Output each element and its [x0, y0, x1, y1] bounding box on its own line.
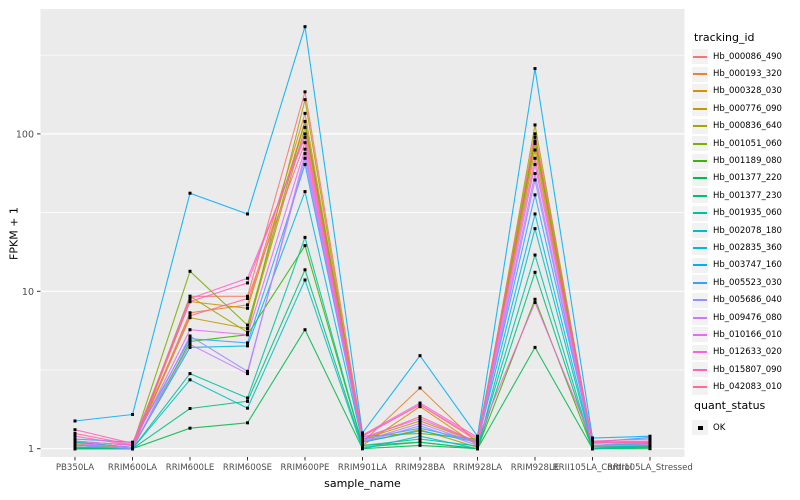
legend-item-Hb_010166_010: Hb_010166_010 [692, 326, 782, 343]
svg-text:RRIM600LE: RRIM600LE [166, 463, 215, 473]
legend-item-label: Hb_002835_360 [713, 242, 782, 253]
legend-key-line-icon [692, 83, 708, 99]
legend-key-line-icon [692, 292, 708, 308]
legend-item-Hb_015807_090: Hb_015807_090 [692, 361, 782, 378]
svg-text:PB350LA: PB350LA [56, 463, 94, 473]
legend-item-label: Hb_000086_490 [713, 51, 782, 62]
svg-text:RRIM600LA: RRIM600LA [108, 463, 157, 473]
legend-item-label: Hb_000836_640 [713, 121, 782, 132]
legend-item-label: Hb_005523_030 [713, 277, 782, 288]
legend-item-Hb_000776_090: Hb_000776_090 [692, 100, 782, 117]
x-tick-labels: PB350LA RRIM600LA RRIM600LE RRIM600SE RRIM60… [56, 463, 693, 473]
legend-key-line-icon [692, 136, 708, 152]
y-tick-labels: 1 10 100 [16, 129, 34, 455]
svg-text:RRIM901LA: RRIM901LA [338, 463, 387, 473]
legend-item-Hb_005523_030: Hb_005523_030 [692, 274, 782, 291]
legend-item-quant-OK: OK [692, 419, 725, 436]
legend-key-line-icon [692, 362, 708, 378]
legend-item-label: Hb_042083_010 [713, 382, 782, 393]
legend-key-line-icon [692, 188, 708, 204]
legend-item-label: Hb_002078_180 [713, 225, 782, 236]
legend-key-line-icon [692, 257, 708, 273]
legend-key-line-icon [692, 153, 708, 169]
legend-item-label: Hb_000193_320 [713, 69, 782, 80]
legend-item-label: Hb_001189_080 [713, 156, 782, 167]
svg-text:100: 100 [16, 129, 34, 140]
legend-item-label: Hb_009476_080 [713, 312, 782, 323]
legend-title-tracking-id: tracking_id [694, 31, 755, 44]
legend-key-line-icon [692, 170, 708, 186]
legend-key-line-icon [692, 327, 708, 343]
legend-item-Hb_000086_490: Hb_000086_490 [692, 48, 782, 65]
legend-item-label: Hb_010166_010 [713, 329, 782, 340]
legend-item-Hb_000836_640: Hb_000836_640 [692, 118, 782, 135]
svg-text:RRIM600SE: RRIM600SE [223, 463, 272, 473]
legend-item-Hb_001189_080: Hb_001189_080 [692, 152, 782, 169]
legend-items-tracking-id: Hb_000086_490 Hb_000193_320 Hb_000328_030 H… [692, 48, 782, 396]
svg-text:10: 10 [22, 287, 34, 298]
legend-item-label: OK [713, 422, 726, 433]
legend-item-label: Hb_000776_090 [713, 103, 782, 114]
svg-text:RRIM600PE: RRIM600PE [281, 463, 330, 473]
legend-key-line-icon [692, 379, 708, 395]
legend-item-label: Hb_003747_160 [713, 260, 782, 271]
legend-item-Hb_001377_230: Hb_001377_230 [692, 187, 782, 204]
legend-item-Hb_002835_360: Hb_002835_360 [692, 239, 782, 256]
legend-key-line-icon [692, 101, 708, 117]
legend-key-square-icon [692, 420, 708, 436]
legend-key-line-icon [692, 310, 708, 326]
legend-item-Hb_002078_180: Hb_002078_180 [692, 222, 782, 239]
legend-item-label: Hb_001377_220 [713, 173, 782, 184]
svg-text:RRIM928LA: RRIM928LA [453, 463, 502, 473]
legend-items-quant-status: OK [692, 419, 725, 436]
svg-text:RRIM928BA: RRIM928BA [395, 463, 445, 473]
legend-item-Hb_001935_060: Hb_001935_060 [692, 205, 782, 222]
legend-item-Hb_009476_080: Hb_009476_080 [692, 309, 782, 326]
legend-item-label: Hb_000328_030 [713, 86, 782, 97]
legend-item-label: Hb_001377_230 [713, 190, 782, 201]
legend-item-Hb_042083_010: Hb_042083_010 [692, 378, 782, 395]
legend-item-Hb_000193_320: Hb_000193_320 [692, 65, 782, 82]
plot-panel [40, 9, 685, 457]
legend-item-label: Hb_015807_090 [713, 364, 782, 375]
legend-item-label: Hb_001051_060 [713, 138, 782, 149]
legend-key-line-icon [692, 49, 708, 65]
x-axis-title: sample_name [324, 477, 401, 490]
legend-item-Hb_001377_220: Hb_001377_220 [692, 170, 782, 187]
legend-key-line-icon [692, 344, 708, 360]
legend-item-label: Hb_005686_040 [713, 295, 782, 306]
legend-item-Hb_001051_060: Hb_001051_060 [692, 135, 782, 152]
legend-item-label: Hb_001935_060 [713, 208, 782, 219]
legend-item-Hb_012633_020: Hb_012633_020 [692, 344, 782, 361]
svg-text:RRII105LA_Stressed: RRII105LA_Stressed [607, 463, 693, 473]
legend-item-Hb_005686_040: Hb_005686_040 [692, 291, 782, 308]
data-points [73, 25, 652, 451]
legend-key-line-icon [692, 205, 708, 221]
legend-key-line-icon [692, 275, 708, 291]
svg-text:RRII105LA_Control: RRII105LA_Control [553, 463, 633, 473]
y-axis-title: FPKM + 1 [7, 207, 21, 260]
legend-item-Hb_003747_160: Hb_003747_160 [692, 257, 782, 274]
legend-key-line-icon [692, 118, 708, 134]
axis-ticks [37, 133, 651, 461]
legend-key-line-icon [692, 66, 708, 82]
legend-title-quant-status: quant_status [694, 399, 766, 412]
legend-item-label: Hb_012633_020 [713, 347, 782, 358]
svg-text:1: 1 [28, 444, 34, 455]
legend-item-Hb_000328_030: Hb_000328_030 [692, 83, 782, 100]
legend-key-line-icon [692, 223, 708, 239]
legend-key-line-icon [692, 240, 708, 256]
svg-text:RRIM928LE: RRIM928LE [511, 463, 560, 473]
